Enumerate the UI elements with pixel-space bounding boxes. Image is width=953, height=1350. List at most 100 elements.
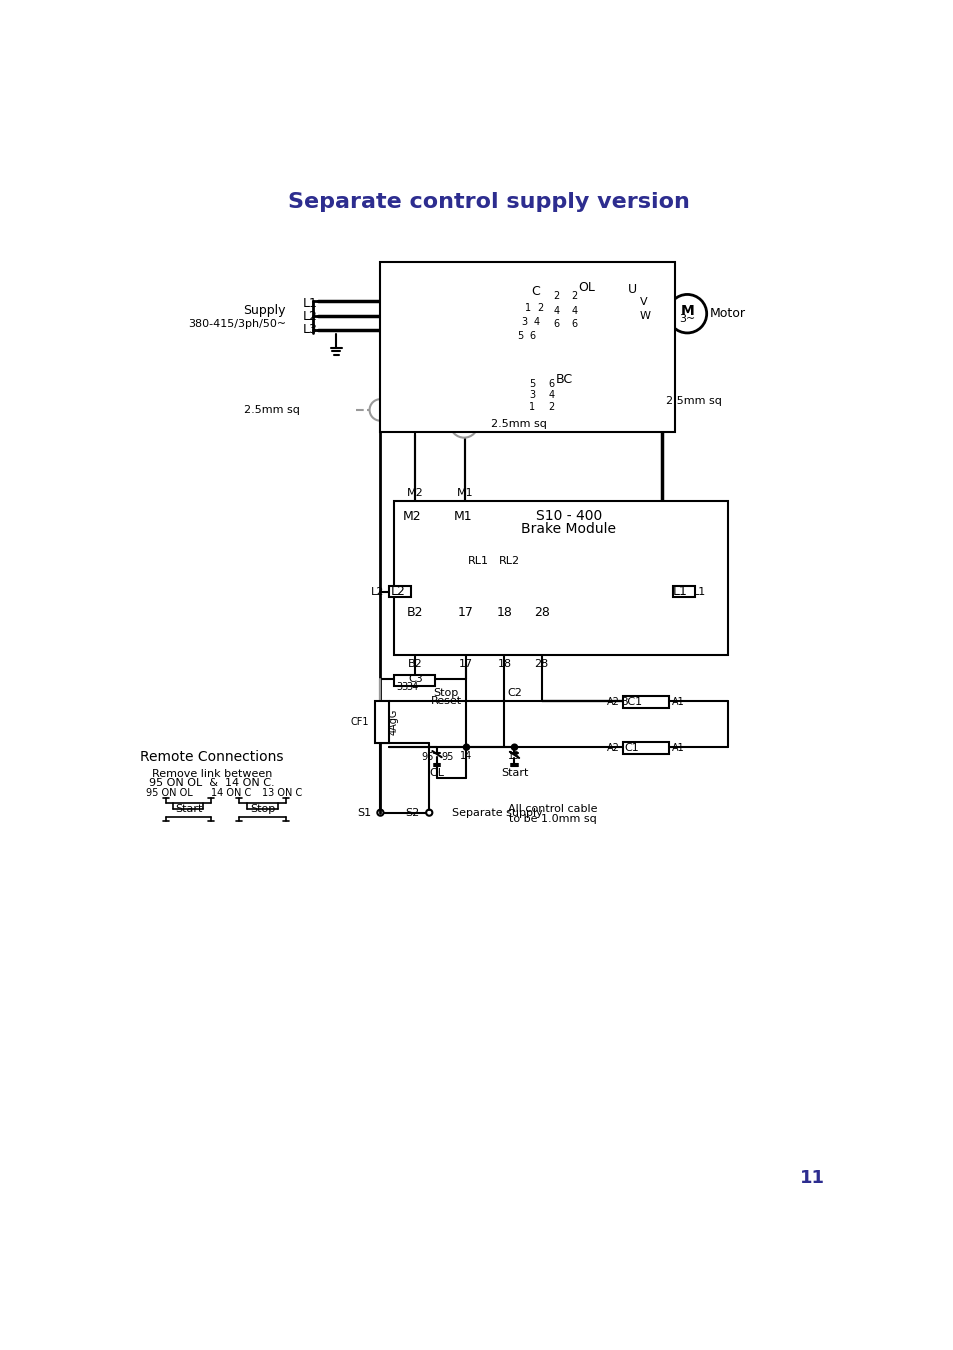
Text: M2: M2 (407, 489, 423, 498)
Text: Separate supply: Separate supply (452, 807, 542, 818)
Text: 17: 17 (458, 659, 473, 670)
Text: 4AgG: 4AgG (388, 709, 398, 734)
Text: L3: L3 (303, 324, 317, 336)
Text: L1: L1 (672, 585, 687, 598)
Text: RL2: RL2 (498, 556, 520, 566)
Text: 33: 33 (396, 682, 409, 693)
Text: 95: 95 (441, 752, 454, 763)
Text: 2: 2 (571, 292, 577, 301)
Text: 28: 28 (534, 659, 548, 670)
Text: 1: 1 (529, 402, 535, 412)
Circle shape (450, 410, 477, 437)
Text: 4: 4 (571, 305, 577, 316)
Text: L2: L2 (303, 309, 317, 323)
Text: U: U (627, 282, 637, 296)
Text: 17: 17 (457, 606, 473, 618)
Text: A2: A2 (606, 743, 619, 753)
Text: 2: 2 (553, 292, 558, 301)
Text: 6: 6 (529, 331, 535, 342)
Text: 14: 14 (460, 751, 472, 760)
Text: 3: 3 (529, 390, 535, 401)
Text: B2: B2 (407, 606, 423, 618)
Text: 2.5mm sq: 2.5mm sq (491, 418, 547, 429)
Text: 95 ON OL  &  14 ON C.: 95 ON OL & 14 ON C. (150, 779, 274, 788)
Text: All control cable: All control cable (508, 803, 598, 814)
Circle shape (463, 744, 469, 749)
Text: 13: 13 (508, 751, 520, 760)
Text: Stop: Stop (250, 803, 275, 814)
Text: 5: 5 (529, 379, 535, 389)
Text: 1: 1 (525, 304, 531, 313)
Text: Remote Connections: Remote Connections (140, 751, 284, 764)
Text: M1: M1 (456, 489, 473, 498)
Text: 28: 28 (533, 606, 549, 618)
Polygon shape (464, 545, 472, 556)
Text: BC1: BC1 (619, 697, 642, 707)
Circle shape (369, 400, 391, 421)
Text: C2: C2 (507, 688, 521, 698)
Text: Motor: Motor (709, 308, 745, 320)
Bar (389, 586, 410, 597)
Text: 34: 34 (406, 682, 417, 693)
Text: 2.5mm sq: 2.5mm sq (665, 396, 720, 406)
Text: A2: A2 (606, 697, 619, 707)
Bar (394, 501, 727, 655)
Text: W: W (639, 310, 650, 321)
Text: CF1: CF1 (350, 717, 369, 726)
Text: V: V (639, 297, 647, 308)
Text: A1: A1 (671, 697, 684, 707)
Text: L2: L2 (371, 587, 384, 597)
Text: 6: 6 (571, 320, 577, 329)
Text: 11: 11 (799, 1169, 823, 1188)
Text: Brake Module: Brake Module (520, 521, 616, 536)
Text: 4: 4 (533, 317, 538, 327)
Text: Start: Start (175, 803, 202, 814)
Text: S10 - 400: S10 - 400 (535, 509, 601, 524)
Text: 380-415/3ph/50~: 380-415/3ph/50~ (188, 319, 286, 328)
Text: Supply: Supply (243, 304, 286, 317)
Text: B2: B2 (408, 659, 422, 670)
Text: 13 ON C: 13 ON C (262, 788, 302, 798)
Text: 6: 6 (553, 320, 558, 329)
Bar (622, 695, 669, 707)
Text: 4: 4 (553, 305, 558, 316)
Text: 3~: 3~ (679, 315, 695, 324)
Text: BC: BC (555, 373, 572, 386)
Text: 5: 5 (517, 331, 523, 342)
Text: to be 1.0mm sq: to be 1.0mm sq (509, 814, 597, 824)
Text: 14 ON C: 14 ON C (212, 788, 252, 798)
Text: M2: M2 (402, 510, 421, 522)
Circle shape (511, 744, 517, 749)
Bar (622, 741, 669, 755)
Text: 2.5mm sq: 2.5mm sq (244, 405, 299, 414)
Text: Reset: Reset (431, 697, 461, 706)
Text: Separate control supply version: Separate control supply version (288, 192, 689, 212)
Text: Remove link between: Remove link between (152, 769, 273, 779)
Text: M: M (679, 304, 694, 317)
Text: 2: 2 (537, 304, 542, 313)
Text: M1: M1 (453, 510, 472, 522)
Text: C3: C3 (408, 675, 422, 684)
Text: C1: C1 (623, 743, 639, 753)
Text: S2: S2 (405, 807, 419, 818)
Circle shape (626, 390, 646, 410)
Text: RL1: RL1 (468, 556, 489, 566)
Text: Stop: Stop (434, 688, 458, 698)
Text: 6: 6 (548, 379, 555, 389)
Bar (375, 701, 389, 744)
Text: 18: 18 (496, 606, 512, 618)
Text: OL: OL (578, 281, 595, 294)
Bar (673, 586, 695, 597)
Text: 18: 18 (497, 659, 511, 670)
Bar (380, 262, 674, 432)
Text: OL: OL (429, 768, 444, 778)
Text: 4: 4 (548, 390, 555, 401)
Text: Start: Start (500, 768, 528, 779)
Text: 96: 96 (421, 752, 434, 763)
Text: L2: L2 (391, 585, 405, 598)
Text: L1: L1 (303, 297, 317, 310)
Text: 3: 3 (521, 317, 527, 327)
Text: A1: A1 (671, 743, 684, 753)
Text: S1: S1 (356, 807, 371, 818)
Text: C: C (531, 285, 539, 298)
